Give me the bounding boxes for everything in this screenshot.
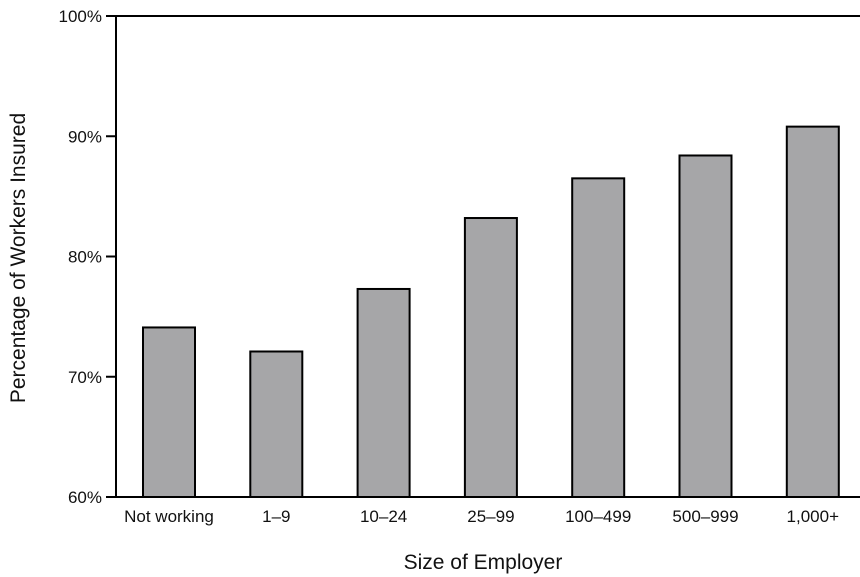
x-axis-title: Size of Employer [404,551,563,574]
bars [142,125,840,499]
bar [249,350,304,498]
bar [356,287,411,498]
y-tick-label: 60% [68,488,102,507]
bar [463,217,518,499]
y-axis-ticks: 60% 70% 80% 90% 100% [59,7,116,507]
bar [785,125,840,498]
x-tick-label: 1–9 [262,507,290,526]
bar [142,326,196,499]
x-tick-label: 500–999 [672,507,738,526]
bar [678,154,733,499]
bar [571,177,626,498]
x-tick-label: 100–499 [565,507,631,526]
x-tick-label: 1,000+ [787,507,840,526]
y-tick-label: 70% [68,368,102,387]
x-tick-label: 25–99 [467,507,514,526]
y-tick-label: 90% [68,127,102,146]
x-axis-labels: Not working 1–9 10–24 25–99 100–499 500–999 1,… [124,507,839,526]
x-tick-label: Not working [124,507,214,526]
y-tick-label: 100% [59,7,102,26]
y-tick-label: 80% [68,248,102,267]
y-axis-title: Percentage of Workers Insured [7,113,30,403]
x-tick-label: 10–24 [360,507,407,526]
